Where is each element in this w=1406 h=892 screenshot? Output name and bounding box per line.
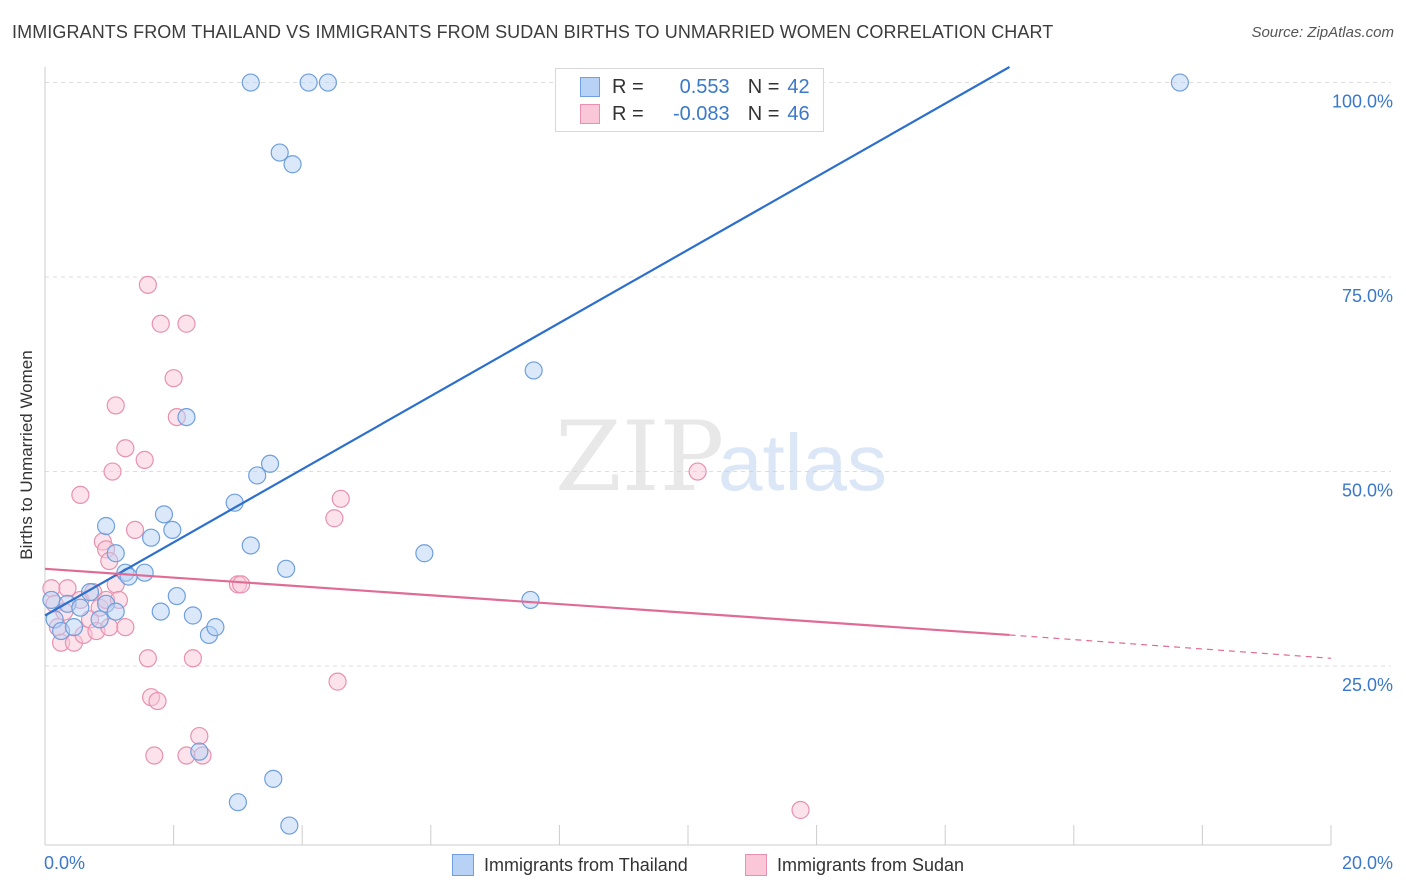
point-sudan xyxy=(71,485,90,504)
point-sudan xyxy=(138,275,157,294)
trendline-extension-sudan xyxy=(1009,634,1332,659)
point-sudan xyxy=(148,691,167,711)
point-sudan xyxy=(116,618,135,637)
watermark: ZIP atlas xyxy=(555,401,887,513)
watermark-zip: ZIP xyxy=(555,401,724,513)
point-sudan xyxy=(151,314,170,333)
point-thailand xyxy=(177,408,196,427)
point-thailand xyxy=(264,769,283,788)
point-thailand xyxy=(260,454,280,473)
point-thailand xyxy=(71,598,90,617)
legend-r-value-sudan: -0.083 xyxy=(672,102,730,125)
trendline-thailand xyxy=(44,66,1011,617)
point-thailand xyxy=(163,520,182,540)
correlation-legend: R = 0.553 N = 42 R = -0.083 N = 46 xyxy=(555,68,824,132)
point-sudan xyxy=(106,396,125,415)
point-thailand xyxy=(280,816,299,835)
point-sudan xyxy=(328,672,347,691)
point-thailand xyxy=(415,544,434,563)
point-thailand xyxy=(135,563,154,582)
point-thailand xyxy=(241,73,260,92)
series-legend-label-thailand: Immigrants from Thailand xyxy=(484,854,688,875)
y-tick-labels: 25.0% 50.0% 75.0% 100.0% xyxy=(1332,92,1393,696)
point-sudan xyxy=(164,369,183,388)
source-label: Source: ZipAtlas.com xyxy=(1251,24,1394,41)
point-sudan xyxy=(138,649,157,668)
point-sudan xyxy=(232,575,251,594)
point-thailand xyxy=(248,466,267,485)
point-thailand xyxy=(206,618,225,637)
point-sudan xyxy=(135,450,154,469)
point-sudan xyxy=(325,509,344,528)
point-thailand xyxy=(151,602,170,621)
point-sudan xyxy=(190,726,209,746)
legend-row-thailand: R = 0.553 N = 42 xyxy=(580,73,810,101)
x-tick-label-min: 0.0% xyxy=(44,853,85,873)
y-tick-label: 100.0% xyxy=(1332,92,1393,112)
point-thailand xyxy=(106,602,125,621)
point-thailand xyxy=(283,155,302,174)
point-thailand xyxy=(299,73,318,92)
y-tick-label: 25.0% xyxy=(1342,675,1393,695)
point-sudan xyxy=(791,800,810,820)
point-sudan xyxy=(177,314,196,333)
series-thailand xyxy=(42,73,1189,835)
point-thailand xyxy=(241,536,260,555)
point-sudan xyxy=(331,489,350,508)
trendlines xyxy=(44,66,1332,659)
point-thailand xyxy=(318,73,338,92)
point-thailand xyxy=(154,505,174,524)
point-sudan xyxy=(145,746,164,765)
point-sudan xyxy=(688,462,707,481)
legend-swatch-sudan xyxy=(580,104,600,124)
series-legend-thailand: Immigrants from Thailand xyxy=(452,852,688,878)
point-thailand xyxy=(90,610,109,629)
legend-r-label-thailand: R = xyxy=(612,75,644,98)
y-tick-label: 50.0% xyxy=(1342,481,1393,501)
trendline-sudan xyxy=(44,567,1010,637)
point-sudan xyxy=(183,649,202,668)
legend-row-sudan: R = -0.083 N = 46 xyxy=(580,100,810,128)
point-thailand xyxy=(141,528,161,547)
point-thailand xyxy=(106,544,125,563)
series-legend-swatch-sudan xyxy=(745,854,767,876)
x-tick-label-max: 20.0% xyxy=(1342,853,1393,873)
legend-r-label-sudan: R = xyxy=(612,102,644,125)
point-thailand xyxy=(270,143,289,162)
legend-n-label-sudan: N = xyxy=(747,102,780,125)
point-thailand xyxy=(190,742,209,761)
point-thailand xyxy=(521,590,540,610)
point-thailand xyxy=(96,516,116,536)
point-thailand xyxy=(167,586,186,606)
point-sudan xyxy=(116,439,135,458)
point-thailand xyxy=(524,361,543,380)
point-sudan xyxy=(103,462,122,481)
chart-title: IMMIGRANTS FROM THAILAND VS IMMIGRANTS F… xyxy=(12,22,1054,42)
legend-n-value-sudan: 46 xyxy=(787,102,810,125)
legend-n-value-thailand: 42 xyxy=(787,75,810,98)
point-thailand xyxy=(183,606,202,625)
legend-swatch-thailand xyxy=(580,77,600,97)
point-thailand xyxy=(277,559,296,578)
series-legend-sudan: Immigrants from Sudan xyxy=(745,852,964,878)
legend-n-label-thailand: N = xyxy=(747,75,780,98)
point-thailand xyxy=(228,793,247,812)
y-tick-label: 75.0% xyxy=(1342,286,1393,306)
series-legend-label-sudan: Immigrants from Sudan xyxy=(777,854,965,875)
series-legend-swatch-thailand xyxy=(452,854,474,876)
watermark-atlas: atlas xyxy=(718,418,887,507)
x-ticks xyxy=(44,825,1332,845)
point-thailand xyxy=(42,590,61,610)
point-sudan xyxy=(125,520,145,540)
point-thailand xyxy=(1170,73,1189,92)
point-thailand xyxy=(64,618,84,637)
legend-r-value-thailand: 0.553 xyxy=(679,75,730,98)
